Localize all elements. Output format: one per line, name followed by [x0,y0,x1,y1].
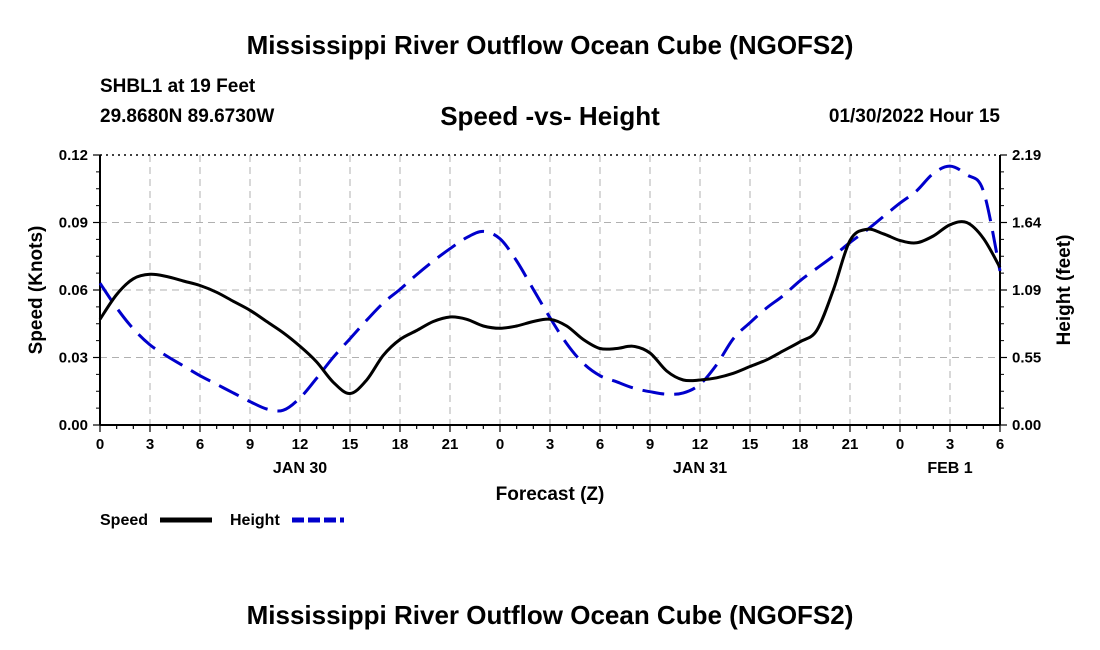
x-tick-label: 3 [946,436,954,453]
x-tick-label: 21 [442,436,459,453]
forecast-datetime: 01/30/2022 Hour 15 [828,106,1000,127]
page-title: Mississippi River Outflow Ocean Cube (NG… [246,30,854,60]
x-date-label: FEB 1 [927,460,972,477]
legend-label-height: Height [230,512,280,529]
x-tick-label: 12 [292,436,309,453]
x-tick-label: 21 [842,436,859,453]
y-left-tick-label: 0.00 [59,417,88,434]
x-tick-label: 6 [996,436,1004,453]
plot-title: Speed -vs- Height [440,101,660,131]
x-tick-label: 0 [496,436,504,453]
series-line-speed [98,220,1002,395]
y-axis-label-right: Height (feet) [1054,235,1075,346]
x-tick-label: 12 [692,436,709,453]
x-date-label: JAN 30 [273,460,327,477]
x-tick-label: 18 [792,436,809,453]
x-tick-label: 9 [246,436,254,453]
y-right-tick-label: 1.64 [1012,215,1042,232]
series-line-height [98,164,1002,413]
y-right-tick-label: 0.55 [1012,350,1041,367]
x-tick-label: 0 [896,436,904,453]
y-right-tick-label: 1.09 [1012,282,1041,299]
y-left-tick-label: 0.09 [59,215,88,232]
station-coordinates: 29.8680N 89.6730W [100,106,275,127]
y-left-tick-label: 0.12 [59,147,88,164]
x-tick-label: 3 [146,436,154,453]
y-left-tick-label: 0.06 [59,282,88,299]
y-left-tick-label: 0.03 [59,350,88,367]
x-tick-label: 0 [96,436,104,453]
footer-title: Mississippi River Outflow Ocean Cube (NG… [246,600,854,630]
x-tick-label: 9 [646,436,654,453]
y-axis-label-left: Speed (Knots) [26,226,47,355]
x-date-label: JAN 31 [673,460,727,477]
x-tick-label: 15 [742,436,759,453]
x-tick-label: 18 [392,436,409,453]
x-tick-label: 15 [342,436,359,453]
x-axis-label: Forecast (Z) [496,484,605,505]
x-tick-label: 3 [546,436,554,453]
x-tick-label: 6 [596,436,604,453]
y-right-tick-label: 2.19 [1012,147,1041,164]
y-right-tick-label: 0.00 [1012,417,1041,434]
station-label: SHBL1 at 19 Feet [100,76,256,97]
legend-label-speed: Speed [100,512,148,529]
x-tick-label: 6 [196,436,204,453]
